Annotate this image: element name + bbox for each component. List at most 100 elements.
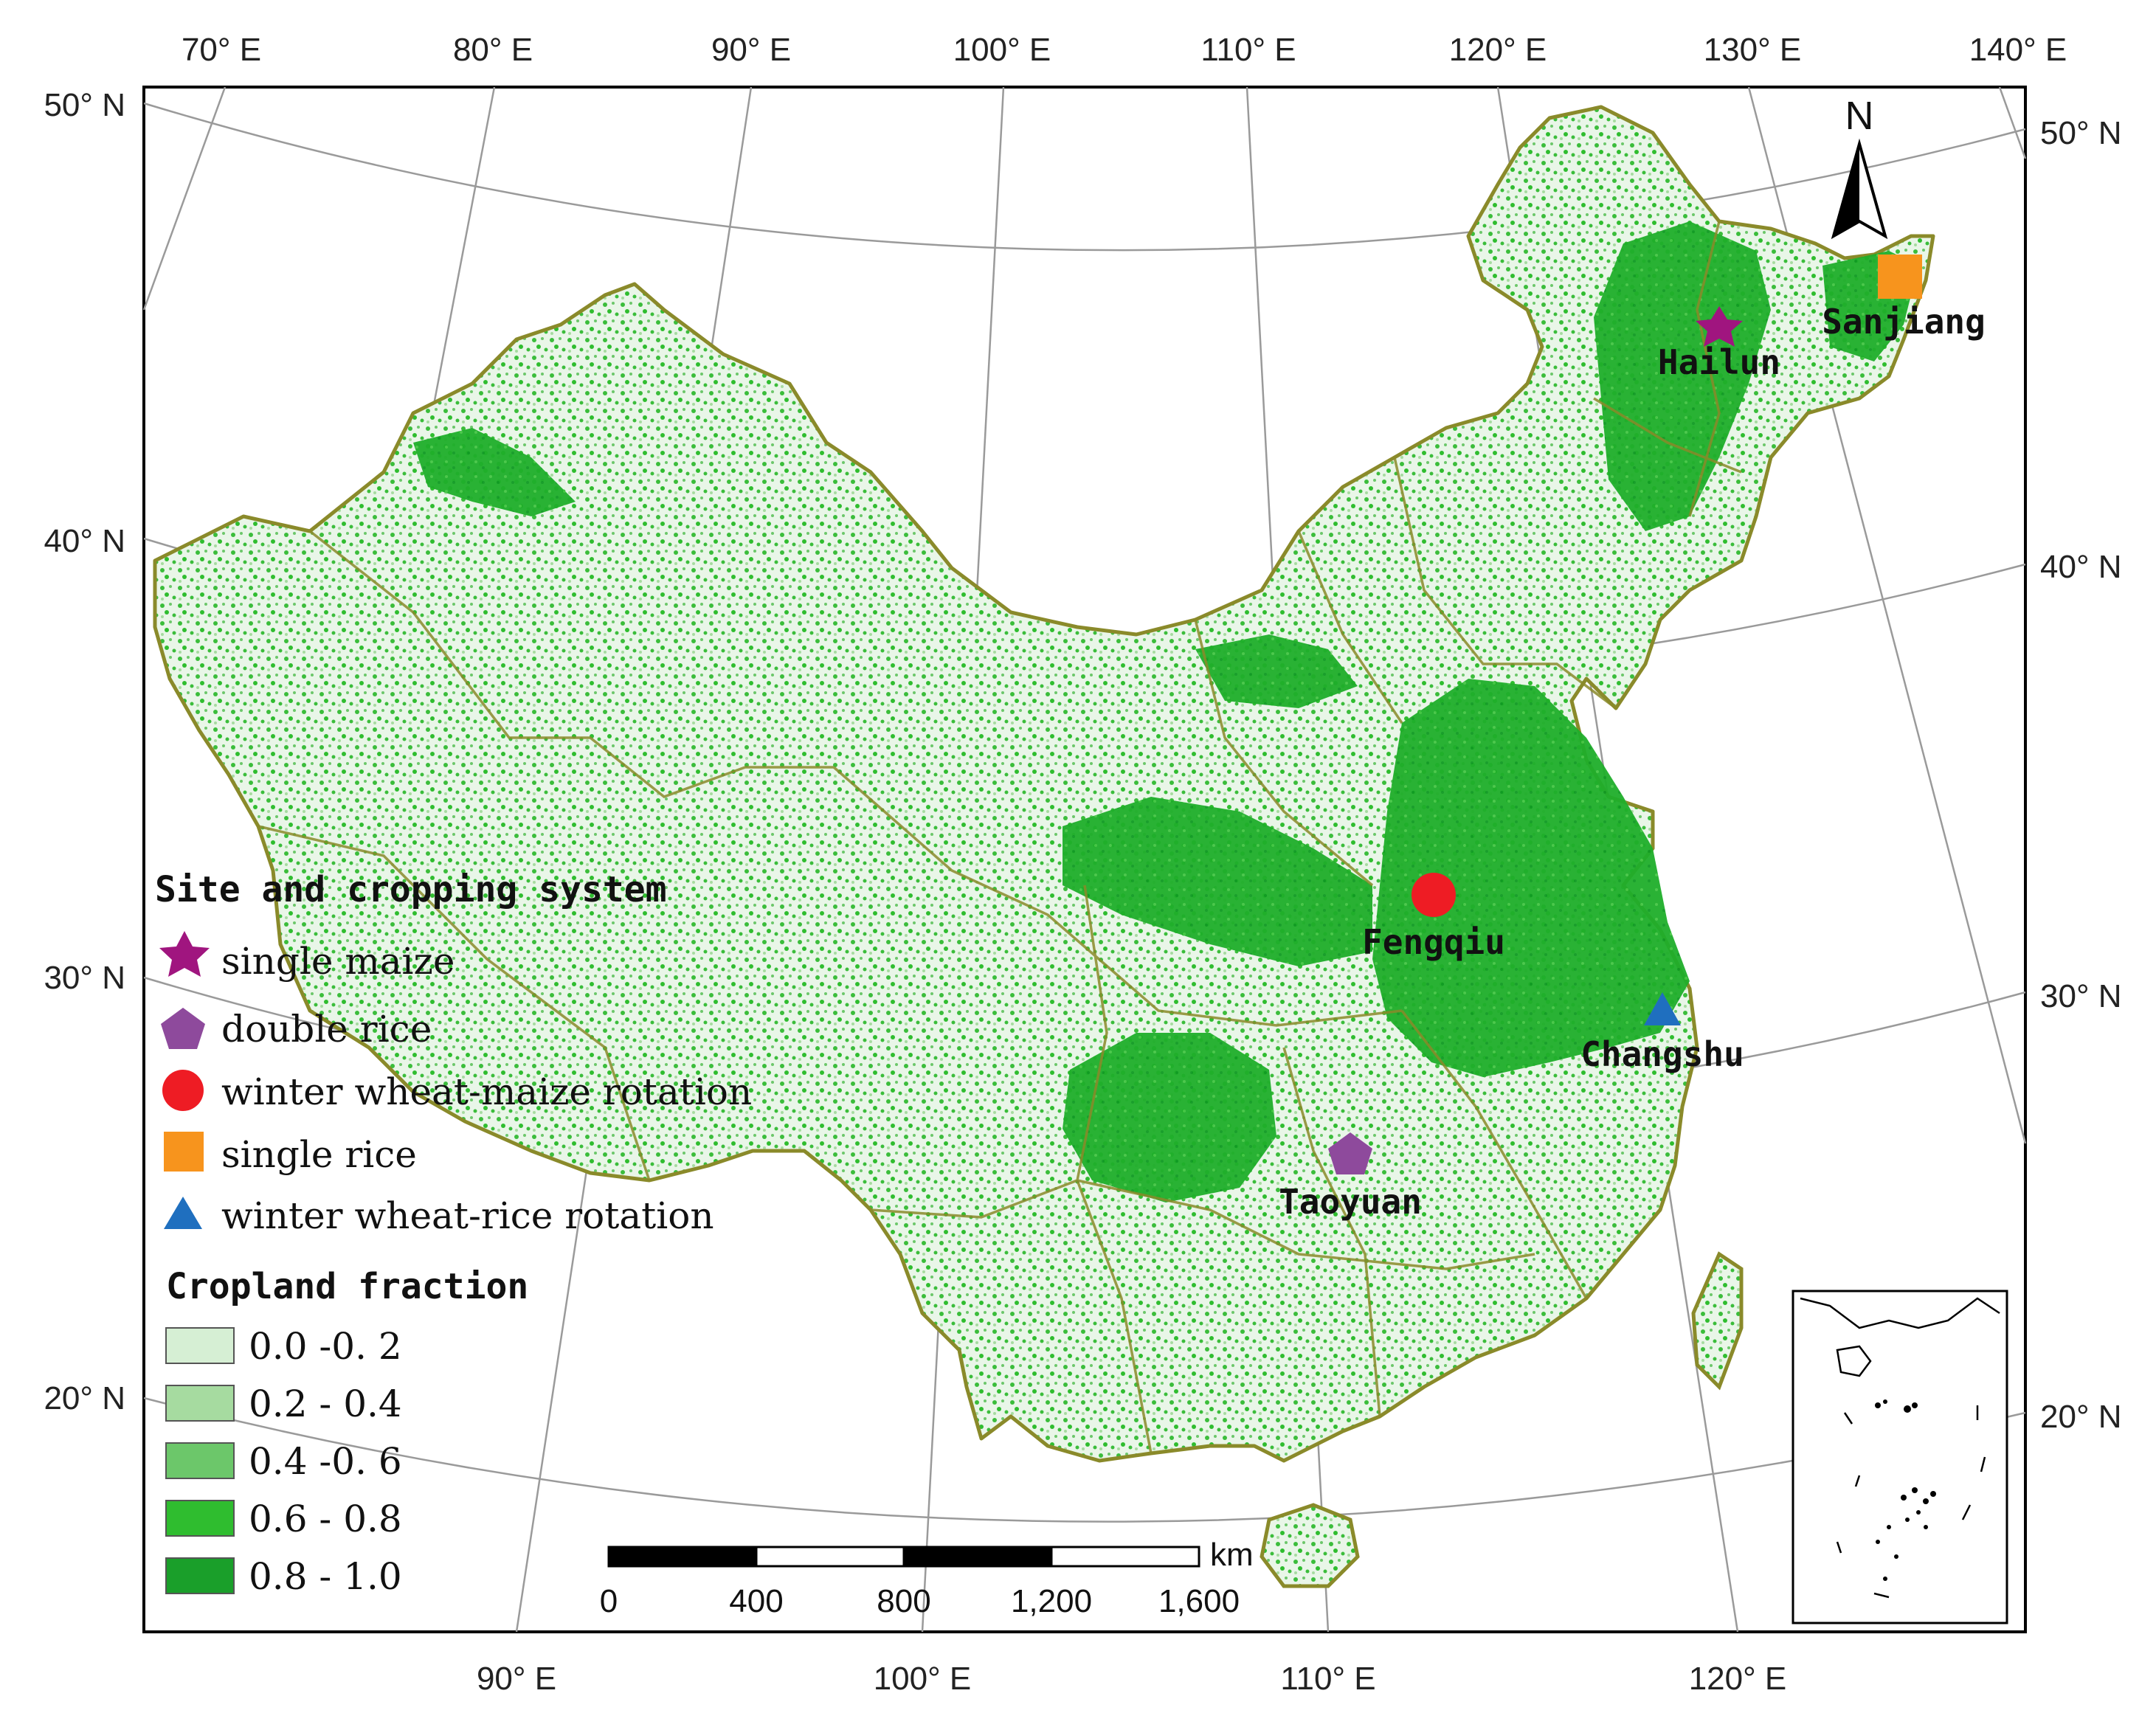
legend-site-label: single rice (221, 1133, 417, 1176)
site-label-changshu: Changshu (1580, 1034, 1744, 1074)
lat-label-left-50n: 50° N (44, 87, 125, 123)
legend-fraction-item: 0.0 -0. 2 (165, 1325, 402, 1368)
site-label-taoyuan: Taoyuan (1279, 1182, 1422, 1222)
star-icon (1696, 306, 1743, 347)
sichuan-basin (1063, 1033, 1276, 1202)
pentagon-icon (1328, 1132, 1372, 1174)
scale-tick-1200: 1,200 (1011, 1583, 1092, 1619)
site-taoyuan: Taoyuan (1279, 1132, 1422, 1222)
china-landmass (153, 105, 1935, 1463)
fraction-label: 0.0 -0. 2 (249, 1325, 402, 1368)
lon-label-bottom-90e: 90° E (477, 1661, 556, 1697)
scale-tick-0: 0 (600, 1583, 618, 1619)
legend-fraction-title: Cropland fraction (166, 1266, 528, 1307)
site-label-fengqiu: Fengqiu (1362, 922, 1505, 962)
lon-label-top-120e: 120° E (1449, 32, 1547, 68)
fraction-swatch (165, 1500, 235, 1537)
site-label-sanjiang: Sanjiang (1822, 302, 1986, 342)
square-icon (1878, 255, 1922, 299)
legend-site-title: Site and cropping system (155, 869, 667, 910)
fraction-swatch (165, 1442, 235, 1479)
lat-label-right-50n: 50° N (2040, 115, 2122, 151)
legend-site-item: single maize (159, 931, 455, 983)
legend: Site and cropping system single maize do… (155, 869, 752, 1598)
right-latitude-labels: 50° N 40° N 30° N 20° N (2040, 115, 2122, 1435)
lon-label-top-70e: 70° E (182, 32, 261, 68)
legend-fraction-item: 0.4 -0. 6 (165, 1440, 402, 1483)
legend-site-item: winter wheat-rice rotation (164, 1194, 714, 1237)
meridian-140e (1998, 86, 2027, 159)
lon-label-top-90e: 90° E (711, 32, 791, 68)
square-icon (164, 1132, 204, 1172)
fraction-label: 0.4 -0. 6 (249, 1440, 402, 1483)
north-arrow-label: N (1845, 94, 1874, 138)
fraction-swatch (165, 1385, 235, 1422)
lon-label-bottom-100e: 100° E (874, 1661, 972, 1697)
legend-site-label: winter wheat-maize rotation (221, 1070, 752, 1113)
dense-cropland (413, 221, 1918, 1202)
taiwan-island (1691, 1251, 1744, 1391)
fraction-label: 0.6 - 0.8 (249, 1498, 402, 1540)
south-china-sea-inset (1792, 1290, 2008, 1624)
site-fengqiu: Fengqiu (1362, 873, 1505, 962)
top-longitude-labels: 70° E 80° E 90° E 100° E 110° E 120° E 1… (182, 32, 2067, 68)
lon-label-top-140e: 140° E (1969, 32, 2067, 68)
lat-label-right-40n: 40° N (2040, 549, 2122, 585)
site-sanjiang: Sanjiang (1822, 255, 1986, 342)
scale-tick-800: 800 (877, 1583, 930, 1619)
lon-label-top-110e: 110° E (1200, 32, 1296, 68)
legend-site-item: winter wheat-maize rotation (162, 1070, 752, 1113)
lat-label-right-30n: 30° N (2040, 978, 2122, 1014)
lon-label-top-80e: 80° E (453, 32, 533, 68)
china-outline (153, 105, 1935, 1588)
fraction-swatch (165, 1327, 235, 1364)
fraction-swatch (165, 1557, 235, 1594)
fraction-label: 0.2 - 0.4 (249, 1382, 402, 1425)
lat-label-left-40n: 40° N (44, 523, 125, 559)
star-icon (159, 931, 210, 977)
parallel-50n (143, 102, 2026, 252)
site-hailun: Hailun (1658, 306, 1780, 382)
legend-site-label: double rice (221, 1008, 432, 1051)
legend-site-label: winter wheat-rice rotation (221, 1194, 714, 1237)
pentagon-icon (161, 1008, 205, 1049)
north-china-plain (1372, 679, 1690, 1077)
scale-unit: km (1210, 1537, 1254, 1573)
bottom-longitude-labels: 90° E 100° E 110° E 120° E (477, 1661, 1786, 1697)
meridian-70e (142, 86, 227, 311)
scale-bar: km 0 400 800 1,200 1,600 (600, 1537, 1254, 1619)
scale-tick-1600: 1,600 (1158, 1583, 1240, 1619)
lon-label-bottom-120e: 120° E (1689, 1661, 1787, 1697)
circle-icon (1412, 873, 1456, 917)
lon-label-top-130e: 130° E (1704, 32, 1802, 68)
hainan-island (1260, 1503, 1360, 1588)
site-changshu: Changshu (1580, 992, 1744, 1074)
legend-site-label: single maize (221, 940, 455, 983)
scale-tick-400: 400 (729, 1583, 783, 1619)
site-markers: Hailun Sanjiang Fengqiu Changshu Taoyuan (1279, 255, 1986, 1222)
circle-icon (162, 1070, 204, 1111)
lat-label-right-20n: 20° N (2040, 1399, 2122, 1435)
legend-fraction-item: 0.6 - 0.8 (165, 1498, 402, 1540)
legend-fraction-item: 0.2 - 0.4 (165, 1382, 402, 1425)
triangle-icon (1644, 992, 1681, 1025)
northwest-patch (413, 428, 576, 516)
lat-label-left-20n: 20° N (44, 1380, 125, 1416)
legend-site-item: single rice (164, 1132, 417, 1176)
northeast-plain (1594, 221, 1771, 531)
fraction-label: 0.8 - 1.0 (249, 1555, 402, 1598)
triangle-icon (164, 1197, 202, 1229)
central-patch (1195, 634, 1358, 708)
lon-label-bottom-110e: 110° E (1280, 1661, 1375, 1697)
north-arrow: N (1831, 94, 1888, 240)
loess-belt (1063, 797, 1372, 966)
lon-label-top-100e: 100° E (953, 32, 1051, 68)
site-label-hailun: Hailun (1658, 342, 1780, 382)
parallel-20n (143, 1397, 2026, 1523)
province-borders (258, 221, 1742, 1454)
lat-label-left-30n: 30° N (44, 960, 125, 996)
legend-fraction-item: 0.8 - 1.0 (165, 1555, 402, 1598)
legend-site-item: double rice (161, 1008, 432, 1051)
left-latitude-labels: 50° N 40° N 30° N 20° N (44, 87, 125, 1416)
